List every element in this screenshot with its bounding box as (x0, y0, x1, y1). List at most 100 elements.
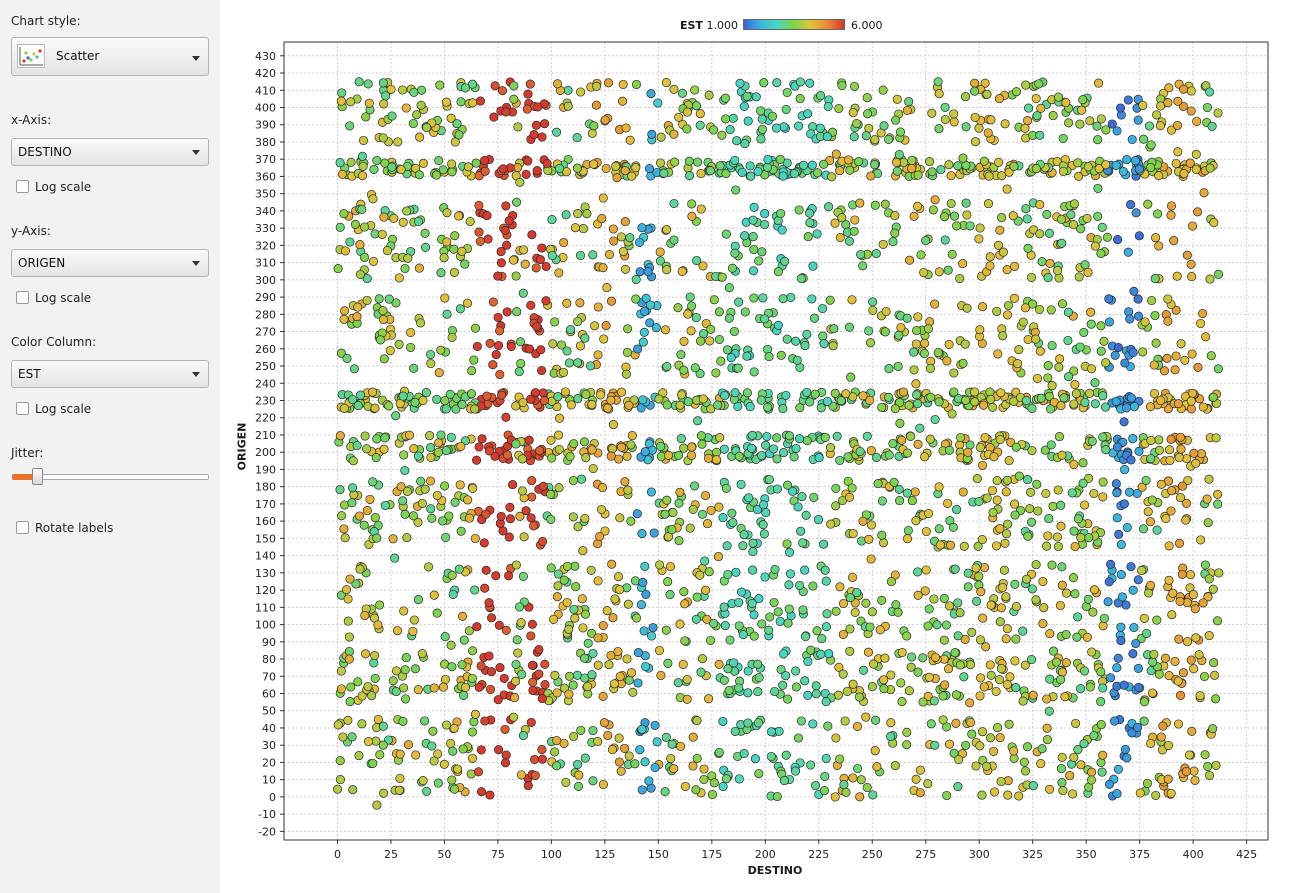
scatter-point[interactable] (1144, 588, 1154, 598)
scatter-point[interactable] (742, 91, 752, 101)
scatter-point[interactable] (509, 94, 519, 104)
scatter-point[interactable] (447, 662, 457, 672)
scatter-point[interactable] (738, 541, 748, 551)
scatter-point[interactable] (707, 789, 717, 800)
scatter-point[interactable] (622, 654, 632, 664)
scatter-point[interactable] (948, 522, 958, 532)
scatter-point[interactable] (787, 486, 798, 496)
scatter-point[interactable] (1097, 767, 1107, 777)
scatter-point[interactable] (528, 677, 538, 687)
scatter-point[interactable] (676, 741, 686, 751)
scatter-point[interactable] (547, 250, 557, 261)
scatter-point[interactable] (953, 782, 963, 792)
scatter-point[interactable] (709, 778, 719, 788)
scatter-point[interactable] (779, 649, 789, 659)
scatter-point[interactable] (474, 171, 484, 181)
scatter-point[interactable] (1174, 634, 1184, 644)
scatter-point[interactable] (1057, 778, 1067, 788)
scatter-point[interactable] (393, 137, 403, 147)
scatter-point[interactable] (677, 88, 688, 98)
scatter-point[interactable] (819, 539, 829, 549)
scatter-point[interactable] (835, 754, 845, 764)
scatter-point[interactable] (758, 500, 769, 510)
scatter-point[interactable] (952, 221, 962, 231)
scatter-point[interactable] (363, 736, 374, 747)
scatter-point[interactable] (873, 479, 883, 489)
scatter-point[interactable] (836, 396, 846, 406)
scatter-point[interactable] (630, 759, 640, 769)
scatter-point[interactable] (499, 673, 509, 683)
scatter-point[interactable] (362, 506, 372, 516)
scatter-point[interactable] (456, 97, 466, 107)
scatter-point[interactable] (1191, 164, 1201, 174)
scatter-point[interactable] (512, 635, 522, 645)
scatter-point[interactable] (748, 266, 759, 276)
scatter-point[interactable] (680, 781, 690, 791)
scatter-point[interactable] (474, 442, 484, 452)
scatter-point[interactable] (935, 540, 945, 550)
scatter-point[interactable] (396, 482, 406, 492)
scatter-point[interactable] (442, 208, 452, 218)
scatter-point[interactable] (637, 529, 647, 539)
scatter-point[interactable] (993, 240, 1004, 250)
scatter-point[interactable] (426, 443, 436, 453)
scatter-point[interactable] (1022, 574, 1032, 584)
scatter-point[interactable] (1205, 87, 1215, 97)
scatter-point[interactable] (826, 519, 836, 529)
scatter-point[interactable] (805, 208, 815, 218)
scatter-point[interactable] (688, 504, 698, 514)
scatter-point[interactable] (562, 298, 572, 308)
scatter-point[interactable] (739, 748, 749, 759)
scatter-point[interactable] (546, 489, 556, 499)
scatter-point[interactable] (535, 255, 545, 265)
scatter-point[interactable] (840, 716, 850, 726)
scatter-point[interactable] (1112, 663, 1122, 673)
scatter-point[interactable] (963, 568, 973, 578)
scatter-point[interactable] (927, 108, 937, 118)
scatter-point[interactable] (898, 387, 909, 397)
scatter-point[interactable] (342, 353, 352, 363)
scatter-point[interactable] (902, 313, 912, 323)
scatter-point[interactable] (439, 253, 449, 263)
scatter-point[interactable] (414, 263, 424, 273)
scatter-point[interactable] (444, 511, 454, 521)
scatter-point[interactable] (1152, 615, 1162, 625)
scatter-point[interactable] (1187, 221, 1198, 231)
scatter-point[interactable] (1176, 339, 1186, 349)
scatter-point[interactable] (529, 754, 540, 765)
scatter-point[interactable] (778, 680, 788, 690)
scatter-point[interactable] (1002, 475, 1012, 485)
scatter-point[interactable] (1031, 334, 1041, 344)
scatter-point[interactable] (422, 786, 432, 796)
scatter-point[interactable] (775, 154, 785, 164)
scatter-point[interactable] (479, 538, 489, 548)
scatter-point[interactable] (662, 265, 672, 275)
scatter-point[interactable] (509, 712, 519, 722)
scatter-point[interactable] (550, 317, 560, 327)
scatter-point[interactable] (913, 567, 923, 577)
scatter-point[interactable] (835, 582, 845, 592)
scatter-point[interactable] (890, 761, 900, 771)
scatter-point[interactable] (575, 298, 585, 308)
scatter-point[interactable] (749, 367, 759, 377)
scatter-point[interactable] (386, 84, 396, 94)
scatter-point[interactable] (955, 608, 965, 618)
scatter-point[interactable] (440, 674, 450, 685)
scatter-point[interactable] (891, 115, 901, 125)
scatter-point[interactable] (511, 439, 521, 449)
scatter-point[interactable] (805, 397, 815, 407)
scatter-point[interactable] (1178, 101, 1188, 111)
scatter-point[interactable] (861, 712, 871, 722)
scatter-point[interactable] (742, 388, 752, 398)
scatter-point[interactable] (947, 249, 957, 259)
scatter-point[interactable] (1036, 103, 1046, 113)
scatter-point[interactable] (610, 594, 620, 604)
scatter-point[interactable] (1011, 87, 1022, 97)
scatter-point[interactable] (589, 159, 599, 169)
scatter-point[interactable] (598, 779, 608, 790)
scatter-point[interactable] (955, 660, 965, 670)
scatter-point[interactable] (333, 720, 343, 730)
scatter-point[interactable] (608, 420, 618, 430)
scatter-point[interactable] (1083, 594, 1093, 604)
scatter-point[interactable] (993, 723, 1003, 733)
